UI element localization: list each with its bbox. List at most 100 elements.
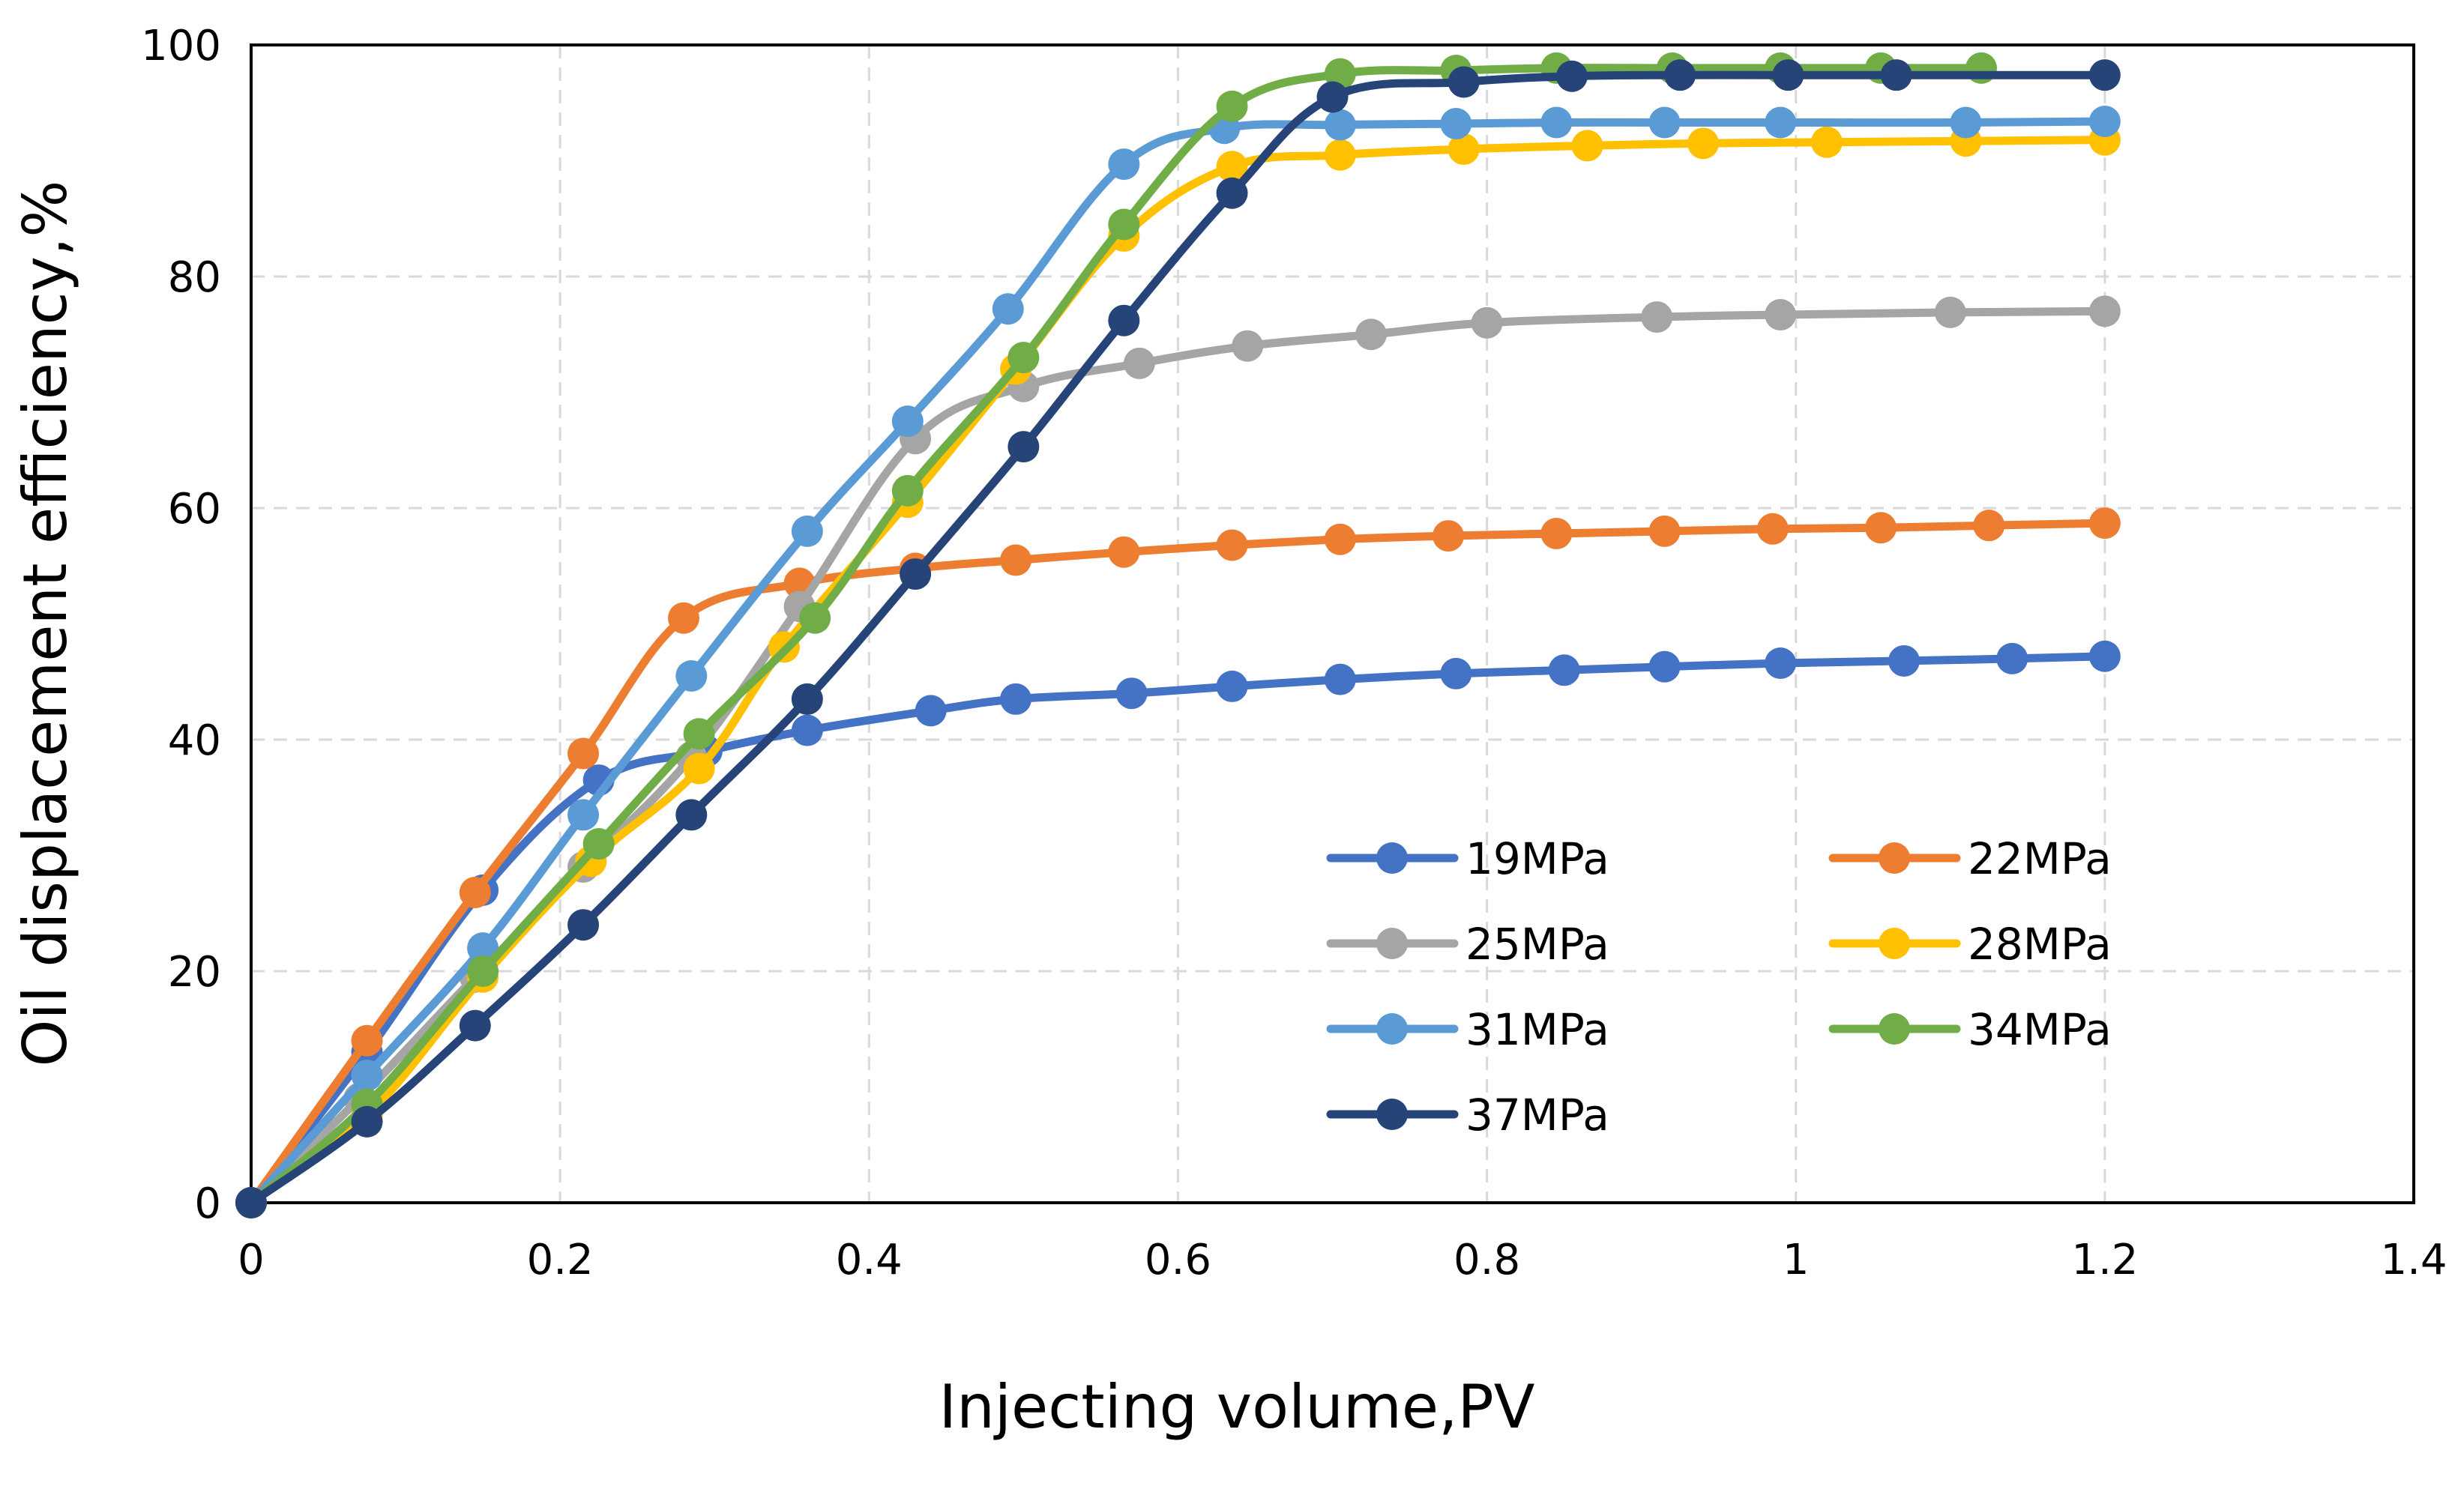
data-point-22mpa <box>1973 510 2005 542</box>
data-point-19mpa <box>1216 670 1248 702</box>
data-point-22mpa <box>668 602 699 634</box>
legend-entry-37mpa: 37MPa <box>1326 1090 1609 1141</box>
data-point-19mpa <box>1115 677 1148 710</box>
data-point-25mpa <box>1355 318 1388 351</box>
data-point-34mpa <box>582 828 615 860</box>
data-point-22mpa <box>1000 544 1032 576</box>
legend-swatch-marker <box>1879 928 1910 959</box>
legend-swatch-marker <box>1376 928 1408 959</box>
legend-entry-22mpa: 22MPa <box>1828 833 2112 884</box>
data-point-22mpa <box>1540 517 1573 549</box>
data-point-22mpa <box>1648 515 1681 547</box>
legend-swatch-marker <box>1376 1099 1408 1130</box>
legend-swatch-marker <box>1376 842 1408 874</box>
series-layer <box>235 52 2121 1218</box>
data-point-37mpa <box>351 1105 383 1138</box>
data-point-37mpa <box>1448 66 1480 98</box>
data-point-34mpa <box>1108 208 1140 241</box>
series-line-31mpa <box>247 117 2109 1207</box>
data-point-37mpa <box>1772 59 1804 91</box>
series-31mpa <box>235 105 2121 1218</box>
legend-label: 22MPa <box>1968 833 2112 884</box>
legend-label: 34MPa <box>1968 1004 2112 1055</box>
y-tick-label: 80 <box>168 253 221 302</box>
series-22mpa <box>235 507 2121 1218</box>
x-tick-label: 1.2 <box>2071 1236 2138 1284</box>
y-tick-label: 0 <box>194 1180 221 1228</box>
data-point-25mpa <box>1471 306 1503 339</box>
data-point-22mpa <box>1324 523 1356 555</box>
data-point-19mpa <box>1000 683 1032 715</box>
data-point-34mpa <box>891 474 924 507</box>
x-tick-label: 1 <box>1783 1236 1810 1284</box>
data-point-34mpa <box>1007 342 1040 374</box>
x-tick-label: 0.6 <box>1145 1236 1211 1284</box>
legend-entry-31mpa: 31MPa <box>1326 1004 1609 1055</box>
data-point-19mpa <box>1888 644 1920 677</box>
data-point-28mpa <box>1571 130 1603 162</box>
legend-label: 31MPa <box>1466 1004 1609 1055</box>
series-19mpa <box>235 640 2121 1218</box>
data-point-37mpa <box>900 558 932 591</box>
data-point-37mpa <box>791 683 823 715</box>
data-point-25mpa <box>1123 347 1155 379</box>
legend-entry-19mpa: 19MPa <box>1326 833 1609 884</box>
data-point-34mpa <box>467 955 499 987</box>
data-point-31mpa <box>791 515 823 547</box>
y-tick-label: 20 <box>168 948 221 997</box>
data-point-31mpa <box>1540 106 1573 139</box>
data-point-31mpa <box>1108 148 1140 181</box>
data-point-19mpa <box>1765 647 1797 680</box>
x-tick-label: 0.2 <box>527 1236 594 1284</box>
legend-label: 28MPa <box>1968 919 2112 970</box>
data-point-37mpa <box>1108 304 1140 336</box>
legend-entry-25mpa: 25MPa <box>1326 919 1609 970</box>
series-line-37mpa <box>247 70 2109 1207</box>
y-tick-label: 60 <box>168 485 221 534</box>
data-point-37mpa <box>1316 81 1349 113</box>
data-point-22mpa <box>567 737 600 770</box>
data-point-19mpa <box>791 714 823 746</box>
data-point-22mpa <box>1108 536 1140 568</box>
data-point-22mpa <box>2088 507 2121 540</box>
legend-label: 37MPa <box>1466 1090 1609 1141</box>
data-point-19mpa <box>1548 654 1580 686</box>
data-point-28mpa <box>1324 139 1356 171</box>
y-tick-label: 100 <box>141 22 221 70</box>
data-point-22mpa <box>1756 513 1789 545</box>
data-point-31mpa <box>891 405 924 438</box>
legend-label: 19MPa <box>1466 833 1609 884</box>
data-point-31mpa <box>1950 106 1982 139</box>
data-point-37mpa <box>459 1009 491 1042</box>
data-point-22mpa <box>459 876 491 908</box>
legend-swatch-marker <box>1879 842 1910 874</box>
x-tick-label: 0.8 <box>1454 1236 1520 1284</box>
data-point-19mpa <box>1440 657 1472 689</box>
data-point-31mpa <box>1440 108 1472 140</box>
data-point-28mpa <box>1448 133 1480 166</box>
data-point-37mpa <box>1555 60 1588 92</box>
data-point-37mpa <box>235 1187 267 1218</box>
x-tick-label: 0 <box>238 1236 265 1284</box>
data-point-31mpa <box>1324 109 1356 141</box>
y-tick-label: 40 <box>168 716 221 765</box>
data-point-22mpa <box>1865 512 1897 544</box>
data-point-28mpa <box>1687 127 1720 160</box>
data-point-31mpa <box>992 293 1024 325</box>
legend: 19MPa 22MPa 25MPa 28MPa 31MPa 34MPa 37MPa <box>1326 833 2112 1141</box>
data-point-28mpa <box>1810 126 1843 158</box>
data-point-31mpa <box>1648 106 1681 139</box>
x-axis-title: Injecting volume,PV <box>939 1372 1535 1442</box>
gridlines <box>251 45 2414 1203</box>
series-37mpa <box>235 59 2121 1218</box>
data-point-25mpa <box>1765 298 1797 330</box>
data-point-37mpa <box>2088 59 2121 91</box>
legend-entry-28mpa: 28MPa <box>1828 919 2112 970</box>
data-point-37mpa <box>1664 59 1696 91</box>
legend-entry-34mpa: 34MPa <box>1828 1004 2112 1055</box>
x-tick-label: 1.4 <box>2380 1236 2447 1284</box>
x-tick-label: 0.4 <box>836 1236 903 1284</box>
data-point-31mpa <box>1765 106 1797 139</box>
